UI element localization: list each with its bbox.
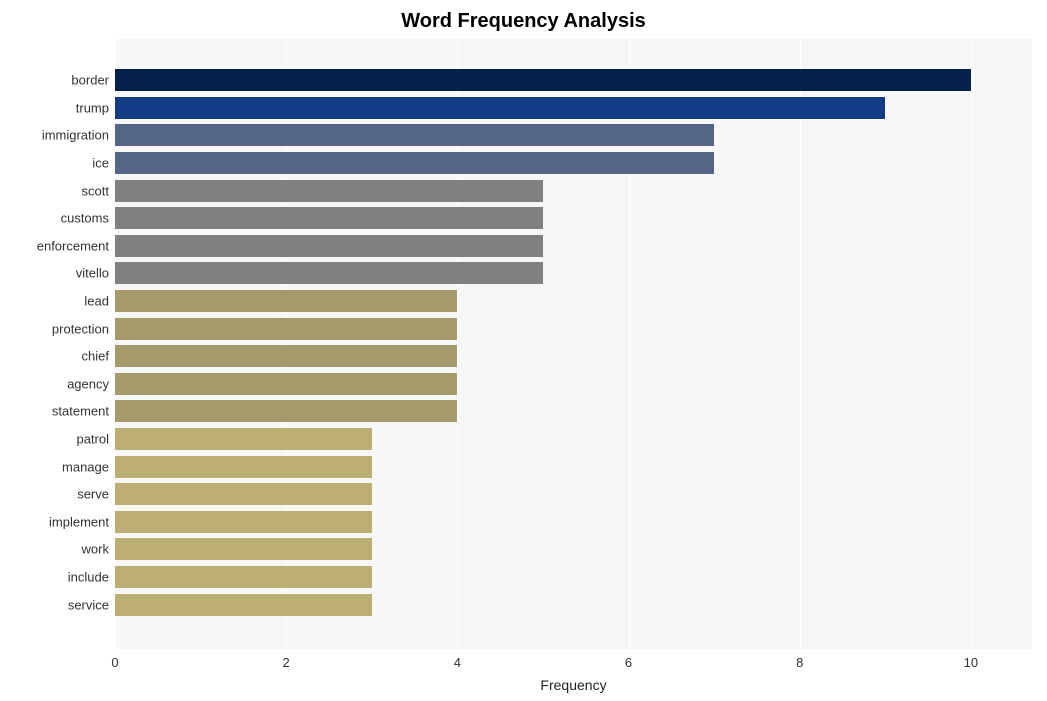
word-frequency-chart: Word Frequency Analysis border trump immig… <box>0 0 1047 701</box>
y-tick-label: protection <box>52 321 109 336</box>
y-tick-label: implement <box>49 514 109 529</box>
x-tick: 2 <box>283 655 290 670</box>
x-tick: 10 <box>964 655 978 670</box>
bar <box>115 235 543 257</box>
bar <box>115 511 372 533</box>
chart-title: Word Frequency Analysis <box>15 10 1032 33</box>
y-tick-label: lead <box>84 294 109 309</box>
bar <box>115 538 372 560</box>
y-tick-label: agency <box>67 376 109 391</box>
y-tick-label: include <box>68 570 109 585</box>
bar <box>115 152 714 174</box>
bar <box>115 566 372 588</box>
y-tick-label: work <box>82 542 109 557</box>
bar <box>115 290 457 312</box>
gridline <box>971 39 972 649</box>
y-tick-label: border <box>71 73 109 88</box>
bar <box>115 262 543 284</box>
y-tick-label: service <box>68 597 109 612</box>
y-tick-label: customs <box>61 211 109 226</box>
y-tick-label: ice <box>92 156 109 171</box>
y-tick-label: patrol <box>76 432 109 447</box>
y-tick-label: enforcement <box>37 238 109 253</box>
x-axis: Frequency 0246810 <box>115 649 1032 699</box>
y-axis: border trump immigration ice scott customs enf… <box>15 39 115 649</box>
bar <box>115 400 457 422</box>
bar <box>115 594 372 616</box>
x-tick: 4 <box>454 655 461 670</box>
bar <box>115 180 543 202</box>
bar <box>115 456 372 478</box>
bar <box>115 69 971 91</box>
bar <box>115 428 372 450</box>
x-axis-label: Frequency <box>540 677 606 693</box>
bar <box>115 373 457 395</box>
bar <box>115 124 714 146</box>
plot-row: border trump immigration ice scott customs enf… <box>15 39 1032 649</box>
gridline <box>800 39 801 649</box>
x-tick: 8 <box>796 655 803 670</box>
bar <box>115 207 543 229</box>
x-tick: 6 <box>625 655 632 670</box>
y-tick-label: serve <box>77 487 109 502</box>
x-tick: 0 <box>111 655 118 670</box>
y-tick-label: trump <box>76 100 109 115</box>
bar <box>115 318 457 340</box>
bar <box>115 483 372 505</box>
bar <box>115 345 457 367</box>
plot-area <box>115 39 1032 649</box>
bar <box>115 97 885 119</box>
y-tick-label: scott <box>82 183 109 198</box>
y-tick-label: manage <box>62 459 109 474</box>
y-tick-label: chief <box>82 349 109 364</box>
y-tick-label: immigration <box>42 128 109 143</box>
y-tick-label: vitello <box>76 266 109 281</box>
y-tick-label: statement <box>52 404 109 419</box>
